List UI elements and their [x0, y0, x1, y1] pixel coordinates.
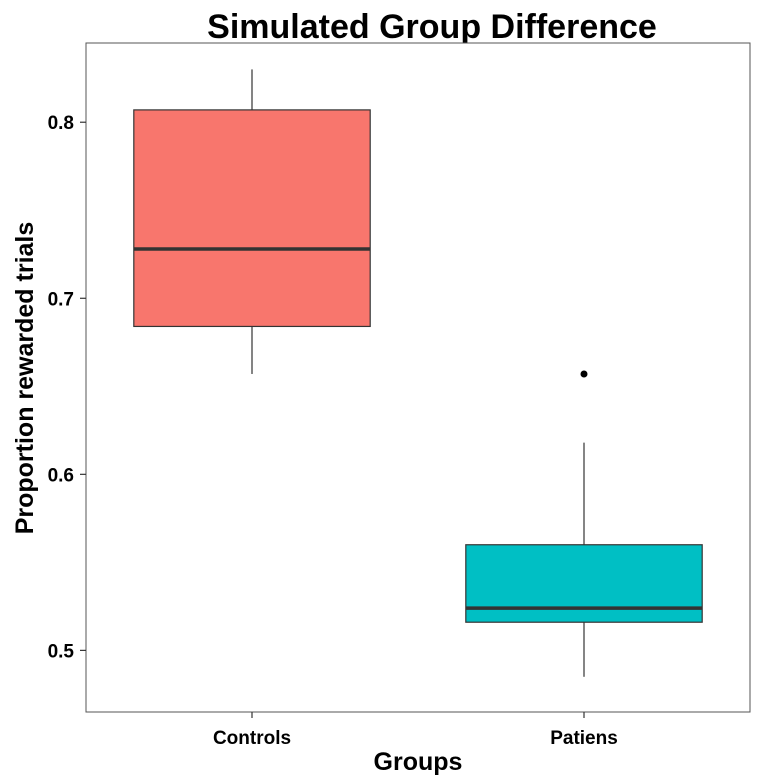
y-tick-label: 0.8: [48, 113, 74, 134]
x-axis-title: Groups: [374, 748, 463, 775]
x-tick-label: Controls: [213, 728, 291, 749]
y-tick-label: 0.7: [48, 289, 74, 310]
y-tick-label: 0.6: [48, 465, 74, 486]
chart-title: Simulated Group Difference: [207, 8, 657, 46]
y-axis-title: Proportion rewarded trials: [11, 222, 39, 535]
box-patiens: [465, 370, 703, 677]
x-axis: Controls Patiens: [213, 712, 618, 749]
outlier-point: [580, 370, 588, 378]
box-controls: [133, 69, 371, 374]
y-tick-label: 0.5: [48, 641, 75, 662]
box-body: [133, 109, 371, 328]
x-tick-label: Patiens: [550, 728, 618, 749]
boxes-layer: [133, 69, 703, 677]
box-body: [465, 544, 703, 623]
y-axis: 0.5 0.6 0.7 0.8: [48, 113, 86, 662]
